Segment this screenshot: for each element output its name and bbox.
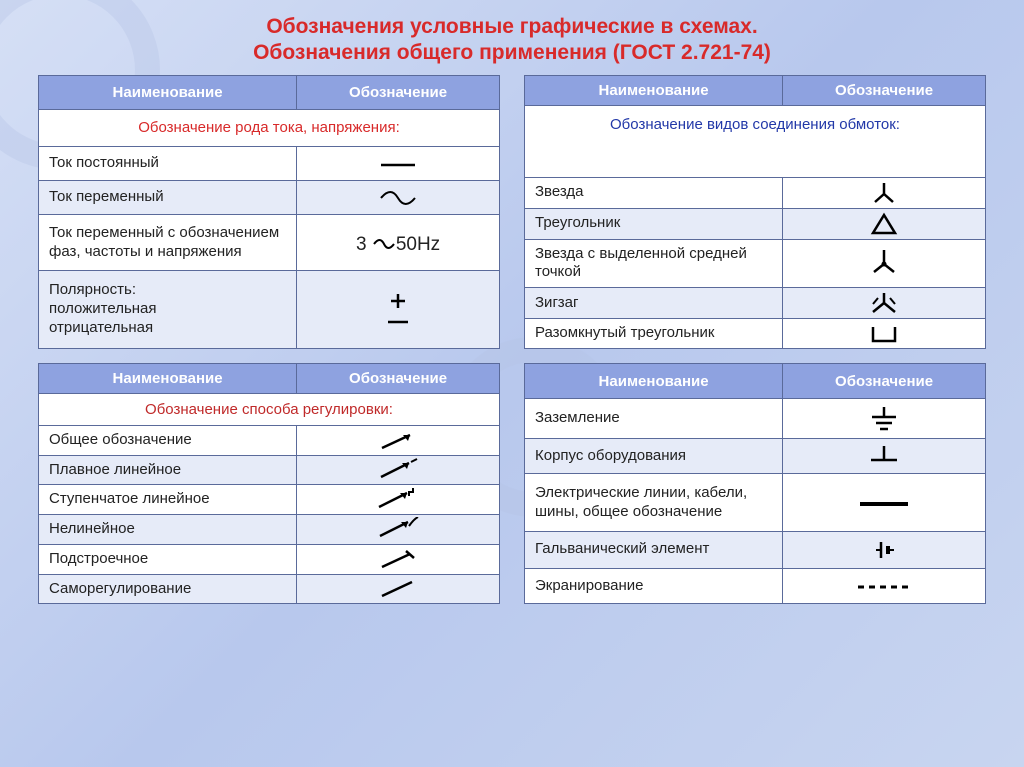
- table-row: Саморегулирование: [39, 574, 500, 604]
- row-name: Общее обозначение: [39, 425, 297, 455]
- row-symbol: [783, 399, 986, 438]
- th-sym: Обозначение: [783, 75, 986, 105]
- table-row: Электрические линии, кабели, шины, общее…: [525, 474, 986, 532]
- table-row: Общее обозначение: [39, 425, 500, 455]
- row-symbol: [297, 181, 500, 215]
- row-name: Полярность:положительнаяотрицательная: [39, 271, 297, 348]
- row-name: Треугольник: [525, 208, 783, 239]
- row-name: Ступенчатое линейное: [39, 485, 297, 515]
- row-symbol: [783, 208, 986, 239]
- title-line-1: Обозначения условные графические в схема…: [266, 15, 757, 38]
- th-name: Наименование: [525, 75, 783, 105]
- th-name: Наименование: [525, 363, 783, 399]
- table-row: Ступенчатое линейное: [39, 485, 500, 515]
- sub-header: Обозначение способа регулировки:: [39, 393, 500, 425]
- row-name: Заземление: [525, 399, 783, 438]
- th-name: Наименование: [39, 75, 297, 110]
- table-row: Гальванический элемент: [525, 531, 986, 568]
- row-symbol: 3 50Hz: [297, 215, 500, 271]
- title-line-2: Обозначения общего применения (ГОСТ 2.72…: [253, 41, 771, 64]
- row-name: Экранирование: [525, 568, 783, 603]
- row-symbol: [783, 474, 986, 532]
- th-sym: Обозначение: [297, 363, 500, 393]
- table-row: Полярность:положительнаяотрицательная: [39, 271, 500, 348]
- table-row: Заземление: [525, 399, 986, 438]
- row-name: Подстроечное: [39, 544, 297, 574]
- row-name: Корпус оборудования: [525, 438, 783, 473]
- row-symbol: [297, 271, 500, 348]
- table-row: Ток постоянный: [39, 146, 500, 180]
- table-row: Ток переменный с обозначением фаз, часто…: [39, 215, 500, 271]
- sub-header: Обозначение видов соединения обмоток:: [525, 105, 986, 177]
- row-symbol: [783, 568, 986, 603]
- table-row: Экранирование: [525, 568, 986, 603]
- table-windings: Наименование Обозначение Обозначение вид…: [524, 75, 986, 349]
- row-symbol: [297, 485, 500, 515]
- table-row: Нелинейное: [39, 515, 500, 545]
- row-name: Ток переменный с обозначением фаз, часто…: [39, 215, 297, 271]
- row-symbol: [783, 177, 986, 208]
- row-name: Нелинейное: [39, 515, 297, 545]
- th-name: Наименование: [39, 363, 297, 393]
- table-row: Разомкнутый треугольник: [525, 319, 986, 349]
- row-name: Электрические линии, кабели, шины, общее…: [525, 474, 783, 532]
- row-symbol: [297, 574, 500, 604]
- row-name: Ток переменный: [39, 181, 297, 215]
- sub-header: Обозначение рода тока, напряжения:: [39, 110, 500, 147]
- page-title: Обозначения условные графические в схема…: [38, 14, 986, 67]
- th-sym: Обозначение: [297, 75, 500, 110]
- row-name: Звезда с выделенной средней точкой: [525, 239, 783, 288]
- table-row: Плавное линейное: [39, 455, 500, 485]
- row-symbol: [783, 319, 986, 349]
- row-symbol: [297, 515, 500, 545]
- th-sym: Обозначение: [783, 363, 986, 399]
- table-misc: Наименование Обозначение ЗаземлениеКорпу…: [524, 363, 986, 605]
- table-row: Ток переменный: [39, 181, 500, 215]
- table-row: Треугольник: [525, 208, 986, 239]
- row-name: Разомкнутый треугольник: [525, 319, 783, 349]
- table-row: Подстроечное: [39, 544, 500, 574]
- row-name: Плавное линейное: [39, 455, 297, 485]
- row-symbol: [297, 425, 500, 455]
- table-row: Звезда: [525, 177, 986, 208]
- table-regulation: Наименование Обозначение Обозначение спо…: [38, 363, 500, 605]
- row-name: Звезда: [525, 177, 783, 208]
- row-symbol: [783, 288, 986, 319]
- row-symbol: [783, 531, 986, 568]
- row-name: Ток постоянный: [39, 146, 297, 180]
- table-row: Корпус оборудования: [525, 438, 986, 473]
- row-symbol: [297, 146, 500, 180]
- row-name: Гальванический элемент: [525, 531, 783, 568]
- row-name: Зигзаг: [525, 288, 783, 319]
- row-symbol: [297, 544, 500, 574]
- table-current: Наименование Обозначение Обозначение род…: [38, 75, 500, 349]
- row-symbol: [783, 239, 986, 288]
- table-row: Звезда с выделенной средней точкой: [525, 239, 986, 288]
- row-symbol: [297, 455, 500, 485]
- table-row: Зигзаг: [525, 288, 986, 319]
- row-symbol: [783, 438, 986, 473]
- row-name: Саморегулирование: [39, 574, 297, 604]
